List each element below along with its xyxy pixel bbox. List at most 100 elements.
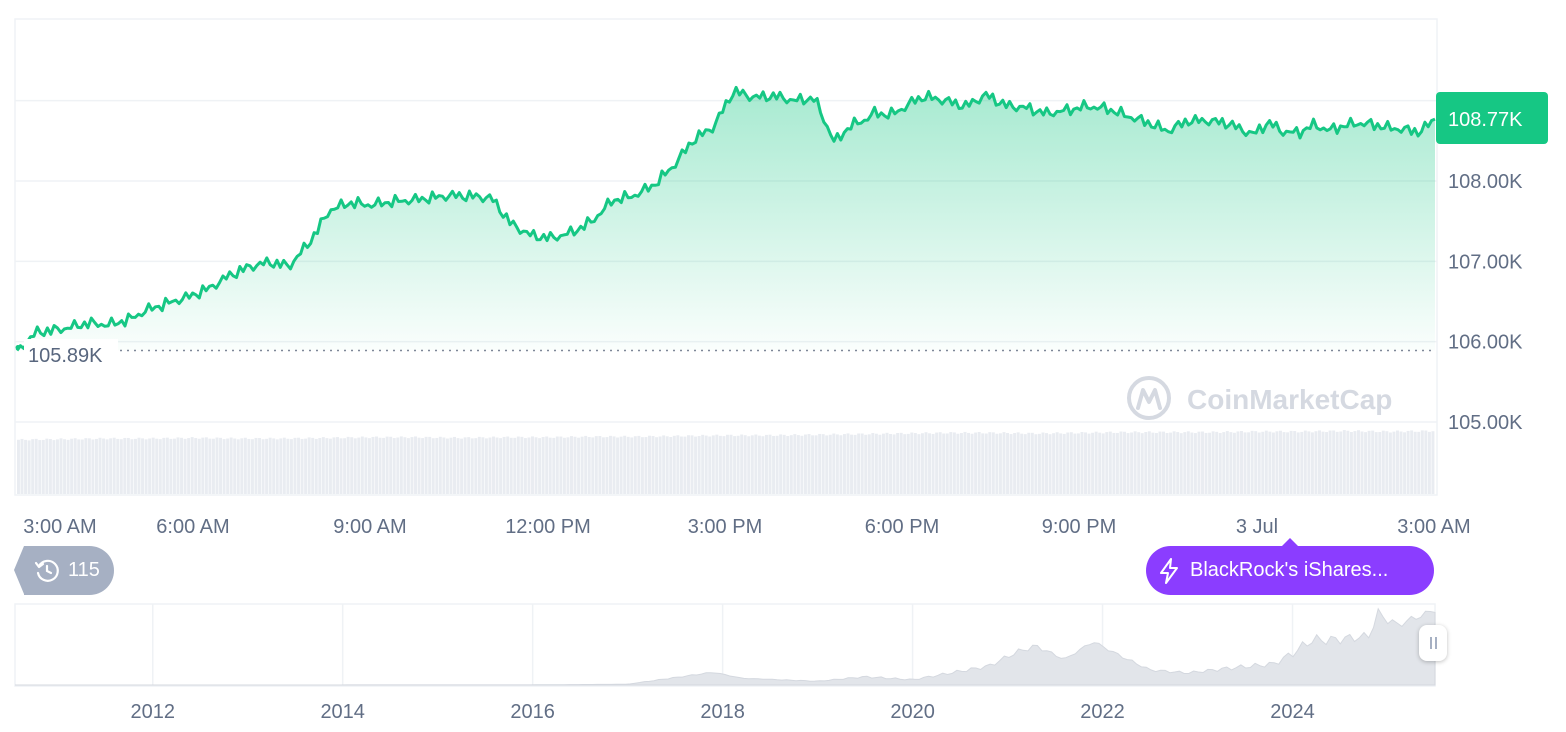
- volume-bar: [1059, 433, 1063, 494]
- volume-bar: [1424, 430, 1428, 494]
- volume-bar: [609, 435, 612, 494]
- volume-bar: [1250, 430, 1254, 494]
- volume-bar: [906, 433, 910, 494]
- volume-bar: [566, 437, 570, 494]
- volume-bar: [481, 437, 485, 494]
- volume-bar: [1314, 431, 1318, 494]
- volume-bar: [821, 434, 825, 494]
- volume-bar: [1105, 432, 1109, 494]
- volume-bar: [31, 439, 35, 494]
- volume-bar: [1006, 433, 1009, 494]
- volume-bar: [736, 435, 740, 494]
- x-tick-label: 6:00 AM: [156, 516, 229, 538]
- volume-bar: [236, 439, 240, 494]
- volume-bar: [1176, 432, 1180, 494]
- volume-bar: [796, 435, 800, 494]
- volume-bar: [1275, 431, 1279, 494]
- current-price-value: 108.77K: [1448, 109, 1523, 131]
- volume-bar: [389, 436, 393, 494]
- volume-bar: [403, 437, 407, 494]
- volume-bar: [499, 438, 503, 494]
- volume-bar: [261, 439, 265, 494]
- coinmarketcap-logo-icon: [1127, 376, 1171, 420]
- drag-handle-icon: [1429, 637, 1432, 649]
- volume-bar: [814, 435, 818, 494]
- volume-bar: [974, 432, 978, 494]
- volume-bar: [102, 438, 106, 494]
- volume-bar: [282, 437, 286, 494]
- volume-bar: [842, 434, 846, 494]
- volume-bar: [601, 437, 605, 494]
- volume-bar: [726, 434, 729, 494]
- volume-bar: [371, 436, 375, 494]
- volume-bar: [52, 440, 56, 494]
- volume-bar: [577, 437, 581, 494]
- volume-bar: [332, 437, 336, 494]
- volume-bar: [208, 438, 212, 494]
- volume-bar: [406, 438, 410, 494]
- volume-bar: [917, 434, 921, 494]
- volume-bar: [640, 437, 644, 494]
- open-price-dot: [15, 345, 21, 351]
- volume-bar: [477, 436, 481, 494]
- navigator-tick-label: 2024: [1270, 701, 1315, 723]
- volume-bar: [538, 438, 542, 494]
- volume-bar: [1417, 431, 1421, 494]
- navigator-tick-label: 2012: [130, 701, 175, 723]
- volume-bar: [991, 432, 995, 494]
- volume-bar: [328, 438, 332, 494]
- volume-bar: [183, 438, 187, 494]
- volume-bar: [318, 438, 322, 494]
- volume-bar: [119, 439, 123, 494]
- volume-bar: [364, 437, 368, 494]
- watermark-text: CoinMarketCap: [1187, 384, 1392, 415]
- volume-bar: [353, 438, 357, 494]
- volume-bar: [219, 437, 223, 494]
- x-tick-label: 9:00 PM: [1042, 516, 1116, 538]
- volume-bar: [800, 435, 804, 494]
- volume-bar: [1112, 432, 1116, 494]
- volume-bar: [1084, 432, 1087, 494]
- volume-bar: [772, 435, 776, 494]
- history-events-badge[interactable]: 115: [14, 546, 114, 595]
- volume-bar: [1045, 433, 1048, 494]
- volume-bar: [311, 437, 315, 494]
- volume-bar: [754, 434, 758, 494]
- volume-bar: [1052, 433, 1056, 494]
- volume-bar: [637, 435, 641, 494]
- volume-bar: [1406, 430, 1410, 494]
- volume-bar: [1268, 431, 1272, 494]
- navigator-tick-label: 2022: [1080, 701, 1125, 723]
- volume-bar: [690, 435, 694, 494]
- volume-bar: [467, 437, 471, 494]
- volume-bar: [857, 433, 861, 494]
- volume-bar: [41, 439, 45, 494]
- navigator-tick-label: 2020: [890, 701, 935, 723]
- volume-bar: [176, 437, 180, 494]
- volume-bar: [892, 434, 896, 494]
- volume-bar: [1037, 433, 1041, 494]
- volume-bar: [463, 437, 467, 494]
- volume-bar: [768, 434, 772, 494]
- volume-bar: [233, 438, 237, 494]
- volume-bar: [1144, 431, 1148, 494]
- volume-bar: [187, 438, 191, 494]
- volume-bar: [162, 437, 166, 494]
- volume-bar: [605, 437, 609, 494]
- volume-bar: [1243, 432, 1247, 494]
- volume-bar: [453, 436, 456, 494]
- volume-bar: [662, 435, 666, 494]
- navigator-handle[interactable]: [1419, 625, 1447, 661]
- news-event-pill[interactable]: BlackRock's iShares...: [1146, 546, 1434, 595]
- volume-bar: [1332, 430, 1336, 494]
- volume-bar: [1080, 431, 1084, 494]
- volume-bar: [1137, 432, 1141, 494]
- volume-bar: [1271, 432, 1275, 494]
- volume-bar: [133, 438, 137, 494]
- volume-bar: [87, 438, 91, 494]
- volume-bar: [541, 437, 545, 494]
- volume-bar: [995, 433, 999, 494]
- volume-bar: [1133, 431, 1137, 494]
- volume-bar: [633, 436, 637, 494]
